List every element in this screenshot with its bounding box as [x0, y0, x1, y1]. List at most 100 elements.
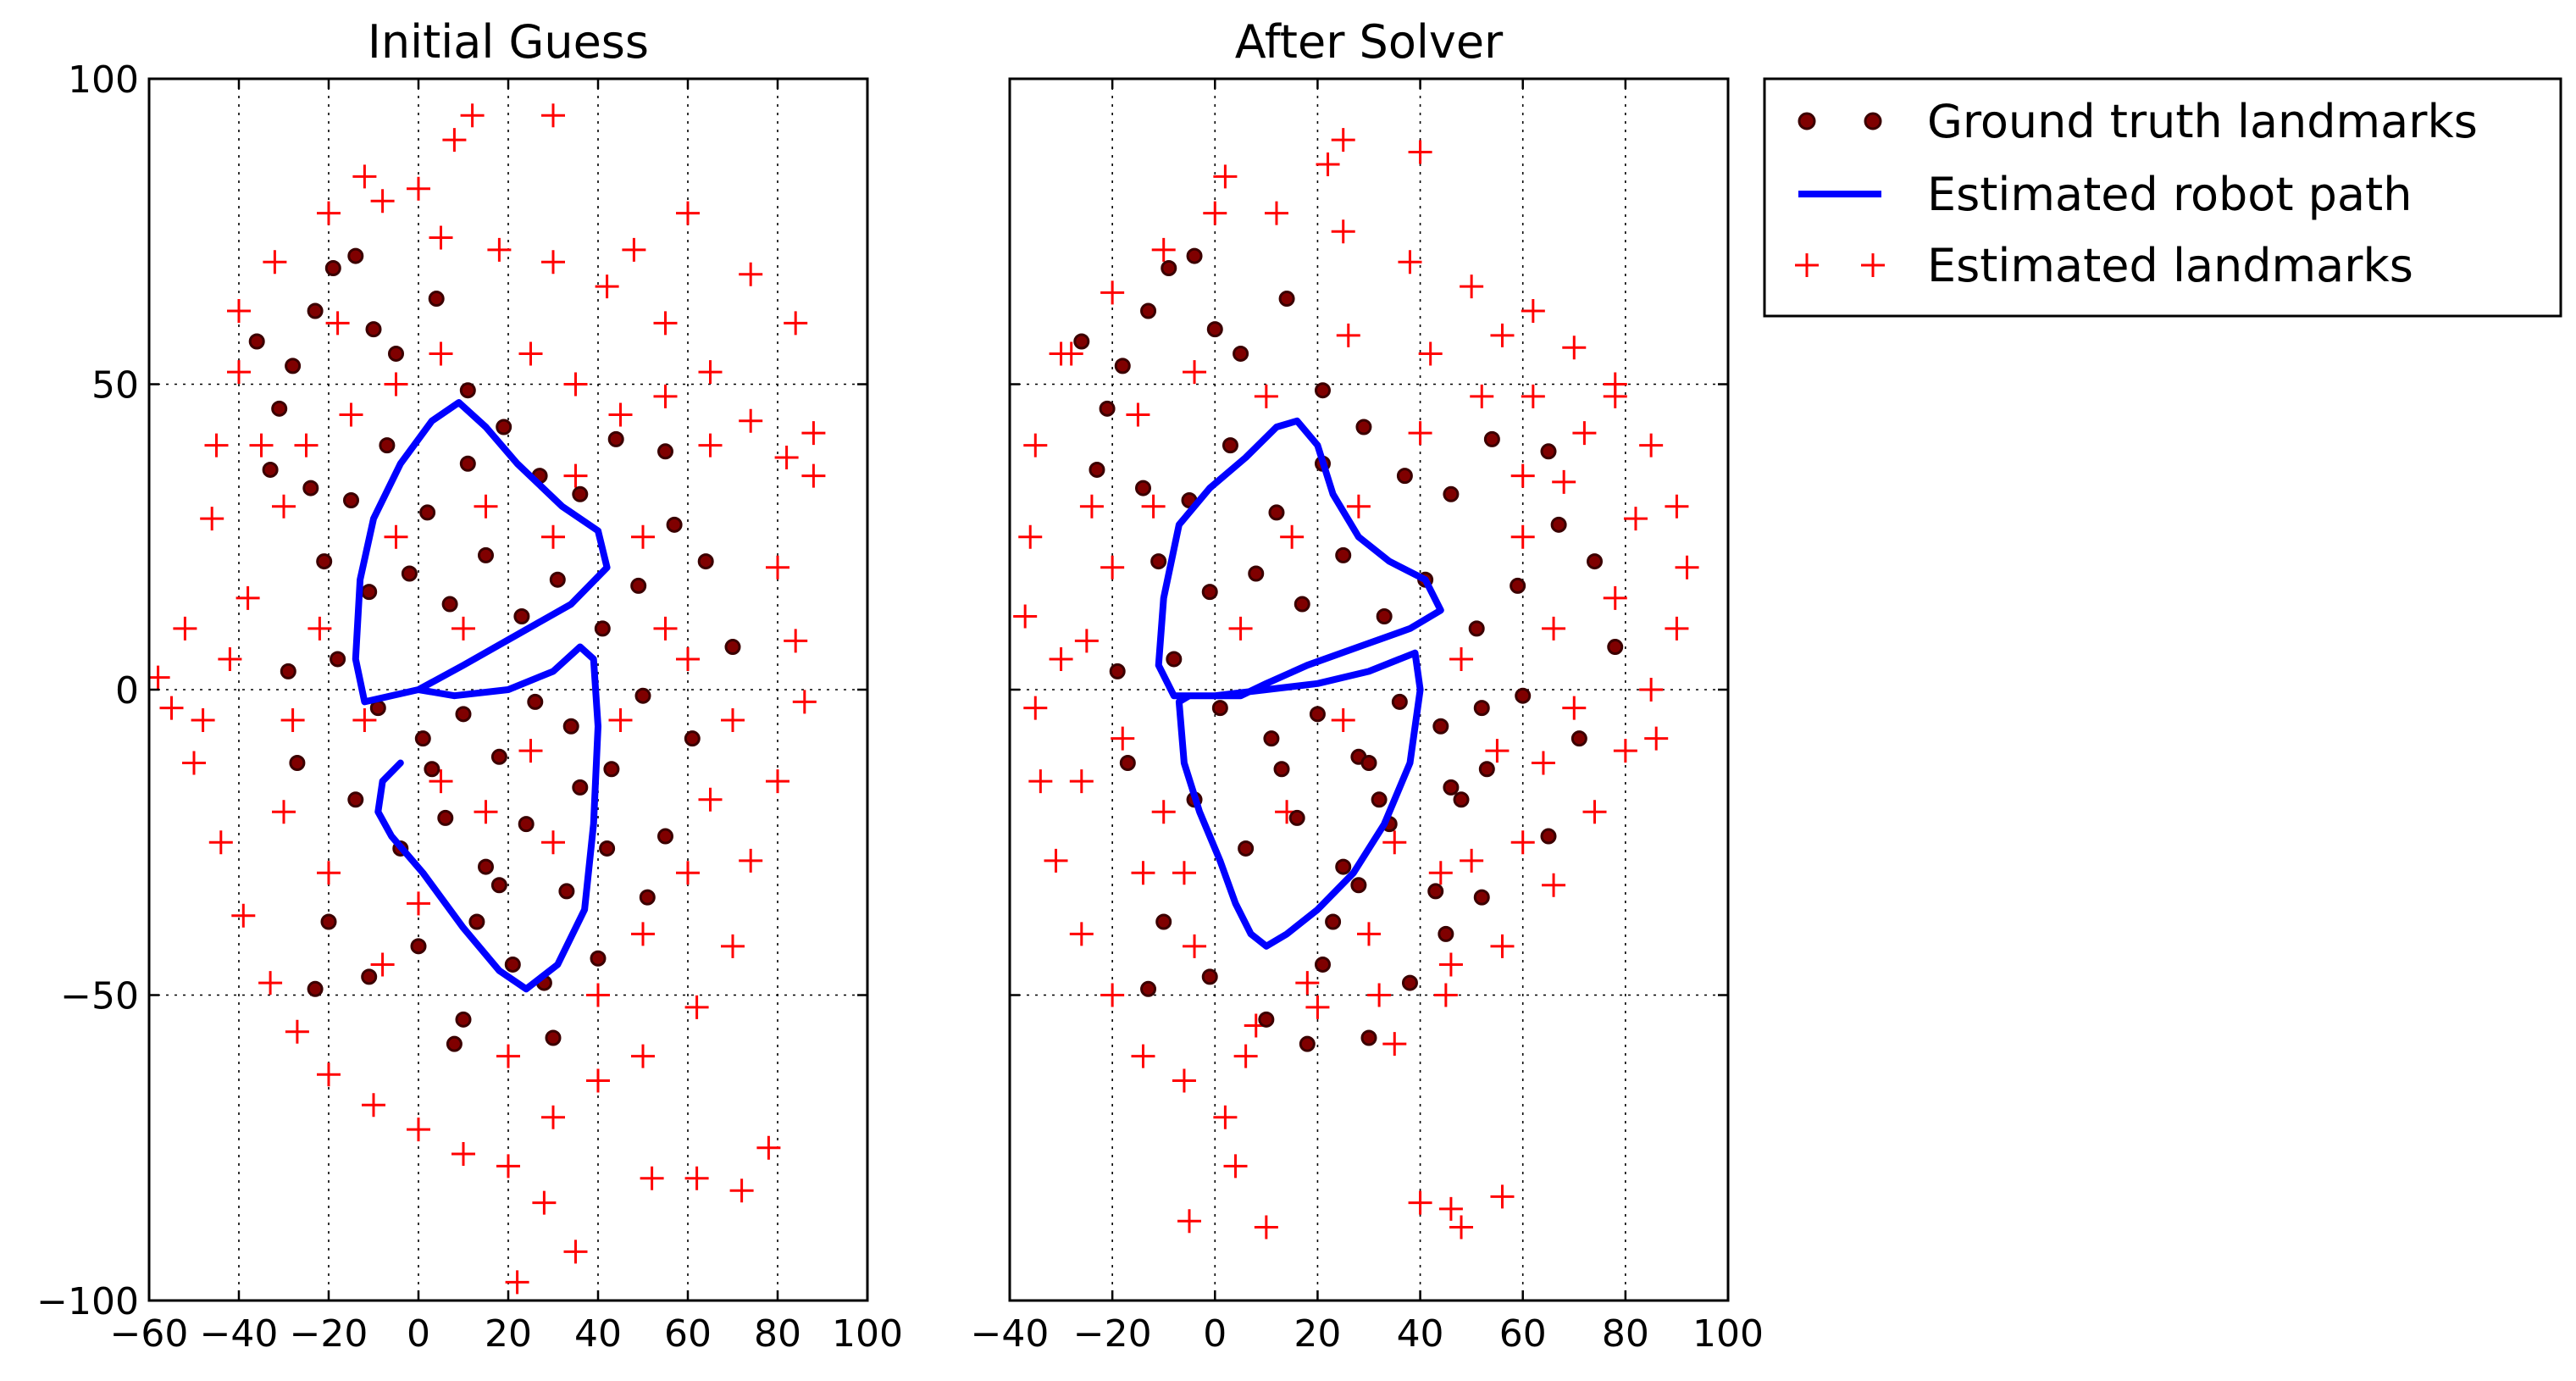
after-solver-estimated-landmarks-point [1013, 604, 1038, 629]
initial-guess-ytick-label: −50 [60, 975, 139, 1018]
after-solver-ground-truth-landmarks-point [1314, 956, 1331, 973]
after-solver-estimated-landmarks-point [1346, 494, 1371, 519]
initial-guess-estimated-landmarks-point [208, 830, 233, 855]
initial-guess-estimated-landmarks-point [370, 189, 395, 214]
after-solver-ground-truth-landmarks-point [1391, 693, 1408, 710]
after-solver-ground-truth-landmarks-point [1206, 321, 1223, 338]
after-solver-estimated-landmarks-point [1572, 421, 1597, 446]
legend-entry-estimated-landmarks: Estimated landmarks [1795, 239, 2413, 292]
after-solver-estimated-landmarks-point [1398, 250, 1422, 275]
initial-guess-xtick-label: 20 [485, 1312, 532, 1356]
initial-guess-ground-truth-landmarks-point [697, 553, 714, 570]
after-solver-estimated-landmarks-point [1183, 934, 1207, 958]
after-solver-ground-truth-landmarks-point [1140, 980, 1157, 997]
initial-guess-ytick-label: 100 [68, 58, 139, 102]
legend-entry-robot-path: Estimated robot path [1798, 168, 2412, 221]
after-solver-ground-truth-landmarks-point [1350, 877, 1367, 894]
initial-guess-ground-truth-landmarks-point [455, 706, 472, 723]
after-solver-ground-truth-landmarks-point [1468, 620, 1485, 637]
after-solver-ground-truth-landmarks-point [1114, 358, 1131, 374]
after-solver-estimated-landmarks-point [1213, 1105, 1238, 1129]
after-solver-estimated-landmarks-point [1331, 708, 1355, 733]
initial-guess-estimated-landmarks-point [676, 861, 700, 885]
initial-guess-estimated-landmarks-point [631, 1044, 655, 1068]
after-solver-ground-truth-landmarks-point [1314, 382, 1331, 399]
initial-guess-ground-truth-landmarks-point [468, 913, 485, 930]
after-solver-ground-truth-landmarks-point [1268, 504, 1285, 521]
initial-guess-ground-truth-landmarks-point [401, 565, 418, 582]
after-solver-estimated-landmarks-point [1183, 360, 1207, 385]
after-solver-ground-truth-landmarks-point [1309, 706, 1326, 723]
initial-guess-xtick-label: 40 [574, 1312, 622, 1356]
initial-guess-ground-truth-landmarks-point [347, 791, 364, 808]
after-solver-xtick-label: 80 [1602, 1312, 1649, 1356]
initial-guess-estimated-landmarks-point [653, 384, 678, 408]
initial-guess-estimated-landmarks-point [496, 1044, 520, 1068]
initial-guess-estimated-landmarks-point [451, 1141, 475, 1166]
after-solver-estimated-landmarks-point [1521, 298, 1545, 323]
after-solver-estimated-landmarks-point [1485, 739, 1510, 763]
after-solver-ground-truth-landmarks-point [1186, 247, 1203, 264]
initial-guess-estimated-landmarks-point [339, 402, 363, 427]
initial-guess-ground-truth-landmarks-point [248, 333, 265, 350]
initial-guess-ytick-label: 0 [115, 669, 139, 713]
initial-guess-ground-truth-landmarks-point [603, 761, 620, 778]
after-solver-xtick-label: −40 [971, 1312, 1050, 1356]
initial-guess-estimated-landmarks-point [729, 1179, 754, 1203]
initial-guess-estimated-landmarks-point [563, 463, 588, 488]
initial-guess-estimated-landmarks-point [631, 922, 655, 946]
initial-guess-estimated-landmarks-point [272, 494, 296, 519]
initial-guess-estimated-landmarks-point [191, 708, 215, 733]
after-solver-estimated-landmarks-point [1644, 726, 1669, 751]
initial-guess-estimated-landmarks-point [370, 952, 395, 977]
after-solver-estimated-landmarks-point [1044, 848, 1068, 873]
after-solver-ground-truth-landmarks-point [1587, 553, 1604, 570]
after-solver-ground-truth-landmarks-point [1222, 437, 1238, 454]
after-solver-ground-truth-landmarks-point [1089, 461, 1105, 478]
initial-guess-xtick-label: 100 [832, 1312, 903, 1356]
after-solver-estimated-landmarks-point [1059, 341, 1083, 366]
initial-guess-ground-truth-landmarks-point [607, 430, 624, 447]
after-solver-ground-truth-landmarks-point [1371, 791, 1388, 808]
panel-initial-guess: −60 −40 −20 0 20 40 60 80 100 −100 −50 0 50 100 Initi… [36, 15, 903, 1356]
initial-guess-ground-truth-landmarks-point [285, 358, 302, 374]
after-solver-estimated-landmarks-point [1316, 152, 1340, 176]
after-solver-ground-truth-landmarks-point [1073, 333, 1090, 350]
after-solver-estimated-landmarks-point [1295, 971, 1320, 996]
after-solver-estimated-landmarks-point [1490, 323, 1515, 347]
initial-guess-ground-truth-landmarks-point [724, 639, 741, 656]
after-solver-xtick-label: 20 [1294, 1312, 1341, 1356]
initial-guess-estimated-landmarks-point [622, 237, 646, 262]
legend-entry-ground-truth: Ground truth landmarks [1798, 95, 2478, 148]
after-solver-estimated-landmarks-point [1460, 848, 1484, 873]
initial-guess-ground-truth-landmarks-point [549, 571, 566, 588]
after-solver-estimated-landmarks-point [1049, 646, 1073, 671]
legend-label-robot-path: Estimated robot path [1927, 168, 2412, 221]
plot-area-after-solver [1013, 128, 1699, 1240]
after-solver-estimated-landmarks-point [1213, 164, 1238, 189]
initial-guess-ground-truth-landmarks-point [280, 663, 296, 679]
after-solver-estimated-landmarks-point [1203, 201, 1227, 225]
after-solver-estimated-landmarks-point [1510, 524, 1535, 549]
initial-guess-ground-truth-landmarks-point [657, 828, 673, 845]
initial-guess-estimated-landmarks-point [541, 1105, 565, 1129]
initial-guess-estimated-landmarks-point [721, 934, 745, 958]
initial-guess-ground-truth-landmarks-point [361, 968, 378, 985]
after-solver-ground-truth-landmarks-point [1483, 430, 1500, 447]
after-solver-ground-truth-landmarks-point [1299, 1035, 1316, 1052]
after-solver-estimated-landmarks-point [1542, 616, 1566, 641]
initial-guess-ground-truth-landmarks-point [347, 247, 364, 264]
initial-guess-estimated-landmarks-point [518, 341, 543, 366]
initial-guess-estimated-landmarks-point [384, 372, 408, 397]
after-solver-estimated-landmarks-point [1470, 384, 1494, 408]
initial-guess-estimated-landmarks-point [429, 769, 453, 794]
after-solver-ground-truth-landmarks-point [1607, 639, 1624, 656]
after-solver-ground-truth-landmarks-point [1571, 730, 1587, 747]
after-solver-ground-truth-landmarks-point [1099, 400, 1116, 417]
initial-guess-ground-truth-landmarks-point [657, 443, 673, 460]
initial-guess-ground-truth-landmarks-point [455, 1011, 472, 1028]
after-solver-estimated-landmarks-point [1023, 433, 1048, 458]
legend-marker-circle-left [1798, 112, 1816, 130]
initial-guess-xtick-label: −40 [200, 1312, 279, 1356]
after-solver-estimated-landmarks-point [1141, 494, 1166, 519]
